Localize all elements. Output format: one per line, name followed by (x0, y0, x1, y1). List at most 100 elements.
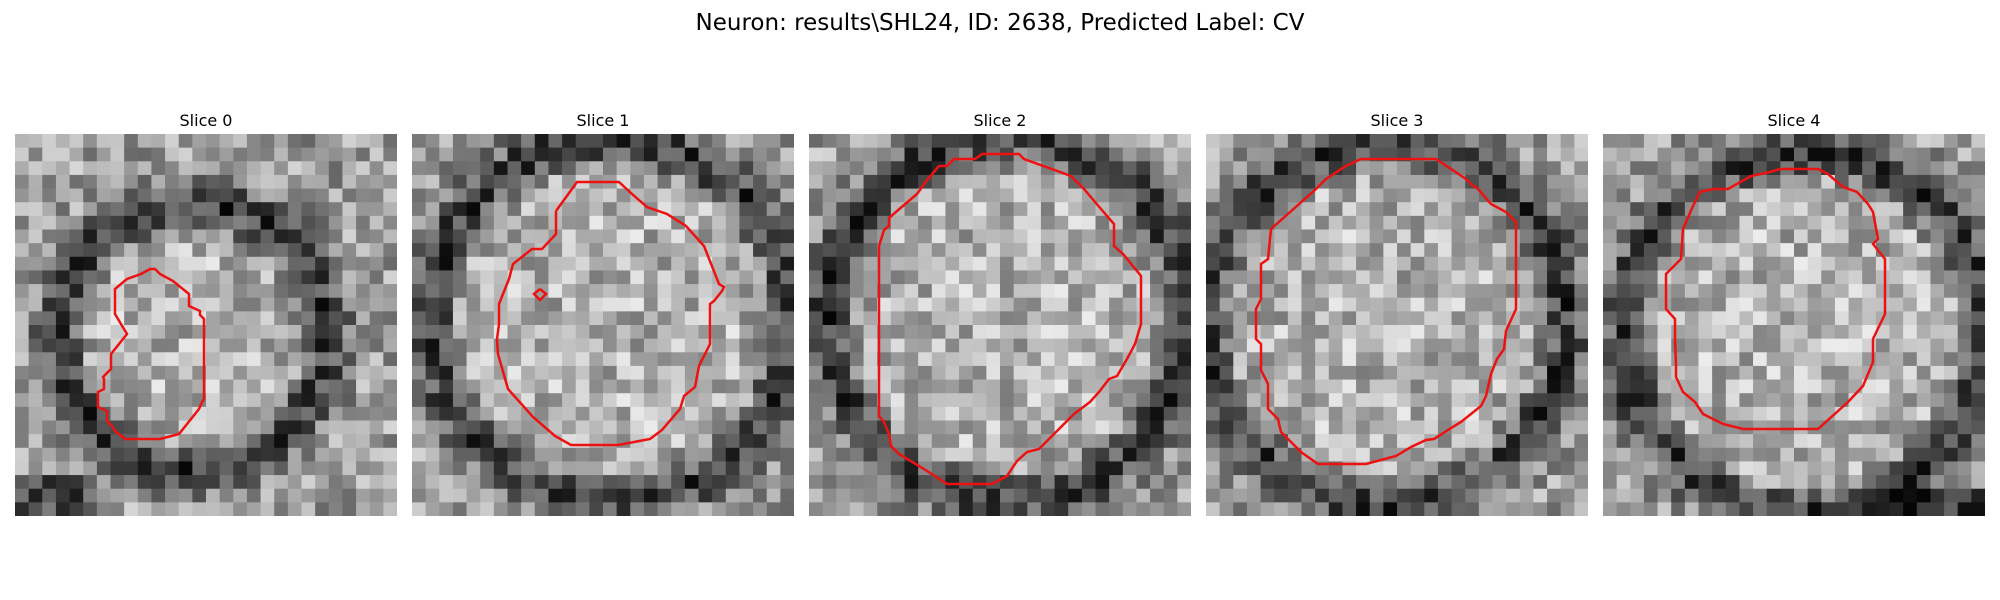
image-pixel (753, 311, 768, 326)
image-pixel (356, 338, 371, 353)
image-pixel (1794, 311, 1809, 326)
image-pixel (439, 147, 454, 162)
image-pixel (507, 188, 522, 203)
image-pixel (110, 393, 125, 408)
image-pixel (165, 229, 180, 244)
image-pixel (1630, 256, 1645, 272)
image-pixel (671, 502, 686, 516)
image-pixel (1315, 215, 1330, 231)
image-pixel (1342, 502, 1357, 516)
image-pixel (342, 229, 357, 244)
image-pixel (1013, 174, 1028, 190)
image-pixel (521, 229, 536, 244)
image-pixel (151, 256, 166, 272)
image-pixel (493, 379, 509, 394)
image-pixel (657, 161, 672, 176)
image-pixel (1246, 502, 1262, 516)
image-pixel (931, 256, 947, 272)
image-pixel (1465, 134, 1480, 149)
image-pixel (425, 434, 440, 449)
image-pixel (287, 461, 303, 476)
image-pixel (1342, 243, 1357, 258)
image-pixel (1519, 270, 1535, 285)
image-pixel (1794, 393, 1809, 408)
image-pixel (780, 161, 794, 176)
image-pixel (1109, 270, 1124, 285)
image-pixel (1657, 270, 1672, 285)
image-pixel (124, 284, 139, 299)
image-pixel (137, 406, 153, 422)
image-pixel (1739, 447, 1754, 463)
image-pixel (1753, 229, 1768, 244)
image-pixel (328, 174, 344, 190)
image-pixel (521, 393, 536, 408)
image-pixel (959, 393, 974, 408)
image-pixel (1000, 365, 1015, 381)
image-pixel (959, 202, 974, 217)
image-pixel (1930, 297, 1945, 312)
image-pixel (137, 161, 153, 176)
image-pixel (809, 352, 824, 367)
image-pixel (1027, 325, 1042, 340)
image-pixel (739, 393, 754, 408)
image-pixel (657, 502, 672, 516)
image-pixel (1122, 134, 1138, 149)
image-pixel (1944, 229, 1959, 244)
image-pixel (1753, 134, 1768, 149)
image-pixel (1342, 379, 1357, 394)
image-pixel (1369, 215, 1384, 231)
image-pixel (1437, 256, 1453, 272)
image-pixel (1725, 379, 1741, 394)
image-pixel (890, 325, 906, 340)
image-pixel (1369, 270, 1384, 285)
image-pixel (603, 352, 618, 367)
image-pixel (1478, 297, 1494, 312)
image-pixel (739, 297, 754, 312)
image-pixel (616, 447, 631, 463)
image-pixel (1766, 202, 1781, 217)
image-pixel (1616, 284, 1631, 299)
image-pixel (863, 243, 878, 258)
image-pixel (1643, 174, 1659, 190)
image-pixel (246, 502, 262, 516)
image-pixel (836, 475, 851, 490)
image-pixel (383, 352, 397, 367)
image-pixel (1630, 379, 1645, 394)
image-pixel (986, 270, 1001, 285)
image-pixel (425, 488, 440, 503)
image-pixel (96, 420, 112, 435)
image-pixel (192, 488, 207, 503)
image-pixel (1519, 420, 1535, 435)
image-pixel (521, 147, 536, 162)
image-pixel (1219, 502, 1234, 516)
image-pixel (1560, 134, 1575, 149)
image-pixel (575, 393, 590, 408)
image-pixel (1506, 325, 1521, 340)
image-pixel (96, 325, 112, 340)
image-pixel (918, 393, 933, 408)
image-pixel (1834, 161, 1850, 176)
image-pixel (836, 256, 851, 272)
image-pixel (55, 174, 71, 190)
image-pixel (1794, 475, 1809, 490)
image-pixel (849, 284, 865, 299)
image-pixel (753, 188, 768, 203)
image-pixel (1246, 147, 1262, 162)
image-pixel (1081, 270, 1097, 285)
image-pixel (452, 461, 468, 476)
image-pixel (1889, 243, 1904, 258)
image-pixel (274, 393, 289, 408)
image-pixel (1903, 284, 1918, 299)
image-pixel (1753, 325, 1768, 340)
image-pixel (1163, 488, 1178, 503)
image-pixel (1177, 229, 1191, 244)
image-pixel (1287, 406, 1303, 422)
image-pixel (412, 134, 427, 149)
image-pixel (507, 243, 522, 258)
image-pixel (684, 134, 700, 149)
image-pixel (1109, 297, 1124, 312)
image-pixel (616, 161, 631, 176)
image-pixel (328, 202, 344, 217)
image-pixel (342, 311, 357, 326)
image-pixel (1560, 420, 1575, 435)
